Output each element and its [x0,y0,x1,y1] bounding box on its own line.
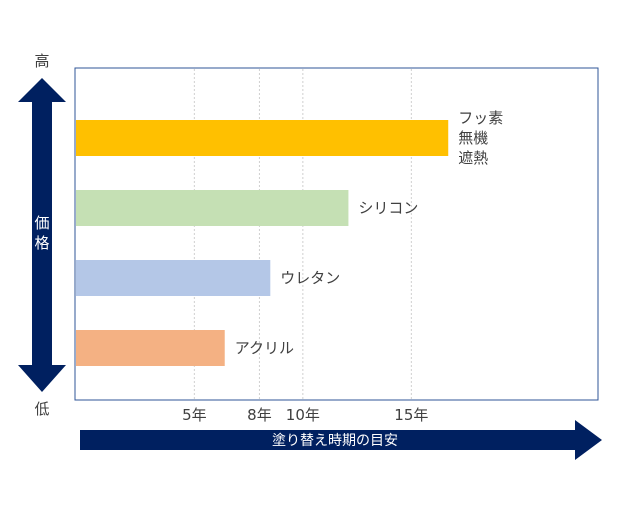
bar [76,260,271,296]
bar [76,120,449,156]
price-arrow: 高 低 価格 [18,52,66,418]
bars [76,120,449,366]
price-high-label: 高 [34,52,49,70]
bar-label: ウレタン [280,269,340,287]
price-low-label: 低 [34,400,49,418]
x-tick-label: 10年 [286,406,320,424]
bar [76,330,225,366]
x-tick-label: 15年 [394,406,428,424]
x-axis-label: 塗り替え時期の目安 [272,432,398,449]
bar-label: アクリル [235,339,294,357]
price-arrow-shape [18,78,66,392]
time-arrow: 塗り替え時期の目安 [80,420,602,460]
x-tick-labels: 5年 8年 10年 15年 [182,406,428,424]
x-tick-label: 5年 [182,406,207,424]
bar [76,190,349,226]
price-axis-char: 格 [34,234,49,252]
price-axis-char: 価 [34,214,49,232]
price-axis-label: 価格 [34,214,49,252]
gridlines [193,69,412,399]
time-arrow-shape [80,420,602,460]
bar-label: シリコン [358,199,418,217]
x-tick-label: 8年 [247,406,272,424]
bar-label: フッ素無機遮熱 [458,109,503,167]
